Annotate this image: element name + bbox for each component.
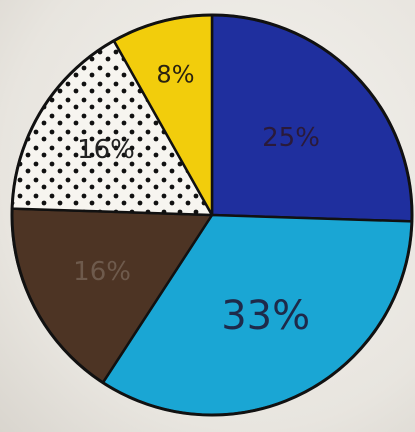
pie-slices bbox=[10, 13, 414, 417]
pie-slice-1 bbox=[210, 13, 414, 223]
pie-labels: 25% 33% 16% 16% 8% bbox=[73, 61, 320, 339]
slice-label-4: 16% bbox=[77, 135, 135, 165]
slice-label-1: 25% bbox=[262, 123, 320, 153]
slice-label-3: 16% bbox=[73, 257, 131, 287]
slice-label-5: 8% bbox=[156, 61, 194, 89]
slice-label-2: 33% bbox=[221, 293, 310, 339]
pie-outline bbox=[10, 13, 414, 417]
